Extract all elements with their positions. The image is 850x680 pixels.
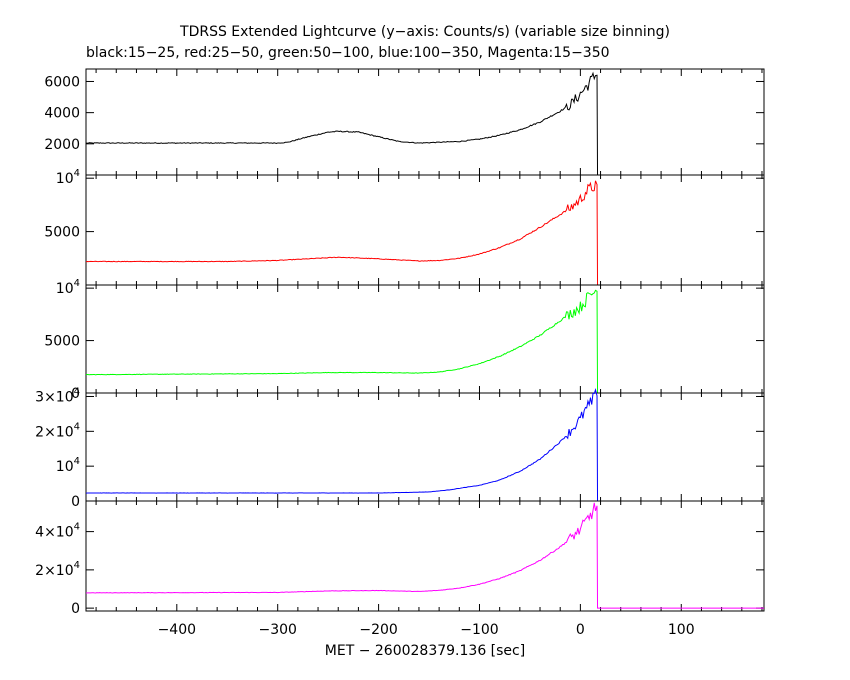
x-tick-label: −100 [460, 622, 498, 638]
y-tick-label: 0 [71, 601, 80, 617]
y-tick-label: 2000 [44, 137, 80, 153]
x-tick-label: 0 [576, 622, 585, 638]
x-axis: −400 −300 −200 −100 0 100 [158, 622, 695, 638]
y-tick-label: 4×104 [35, 522, 80, 541]
y-tick-label: 4000 [44, 106, 80, 122]
y-tick-label: 2×104 [35, 421, 80, 440]
y-tick-label: 104 [56, 168, 80, 187]
panel-15-25: 2000 4000 6000 [44, 68, 765, 176]
panel-frame [85, 500, 765, 612]
panel-frame [85, 392, 765, 502]
panel-15-350: 0 2×104 4×104 [35, 500, 765, 617]
y-tick-label: 104 [56, 278, 80, 297]
panel-frame [85, 68, 765, 176]
series-50-100-line [85, 289, 764, 394]
series-15-25-line [85, 71, 764, 176]
y-tick-label: 104 [56, 456, 80, 475]
y-tick-label: 5000 [44, 334, 80, 350]
x-tick-label: −300 [258, 622, 296, 638]
y-tick-label: 0 [71, 386, 80, 402]
series-15-350-line [85, 502, 764, 609]
panel-frame [85, 284, 765, 394]
y-tick-label: 6000 [44, 74, 80, 90]
chart-subtitle: black:15−25, red:25−50, green:50−100, bl… [86, 45, 610, 61]
y-tick-label: 0 [71, 494, 80, 510]
series-100-350-line [85, 387, 764, 502]
panel-25-50: 5000 104 [44, 168, 765, 286]
x-tick-label: −400 [158, 622, 196, 638]
y-tick-label: 5000 [44, 225, 80, 241]
panel-frame [85, 174, 765, 286]
x-axis-label: MET − 260028379.136 [sec] [325, 643, 525, 659]
panels: 2000 4000 6000 5000 104 0 5000 104 0 104 2×104 3×10… [35, 68, 765, 617]
y-tick-label: 2×104 [35, 560, 80, 579]
series-25-50-line [85, 180, 764, 286]
panel-50-100: 0 5000 104 [44, 278, 765, 402]
x-tick-label: 100 [668, 622, 695, 638]
chart-title: TDRSS Extended Lightcurve (y−axis: Count… [179, 24, 670, 40]
x-tick-label: −200 [359, 622, 397, 638]
y-tick-label: 3×104 [35, 386, 80, 405]
panel-100-350: 0 104 2×104 3×104 [35, 386, 765, 510]
